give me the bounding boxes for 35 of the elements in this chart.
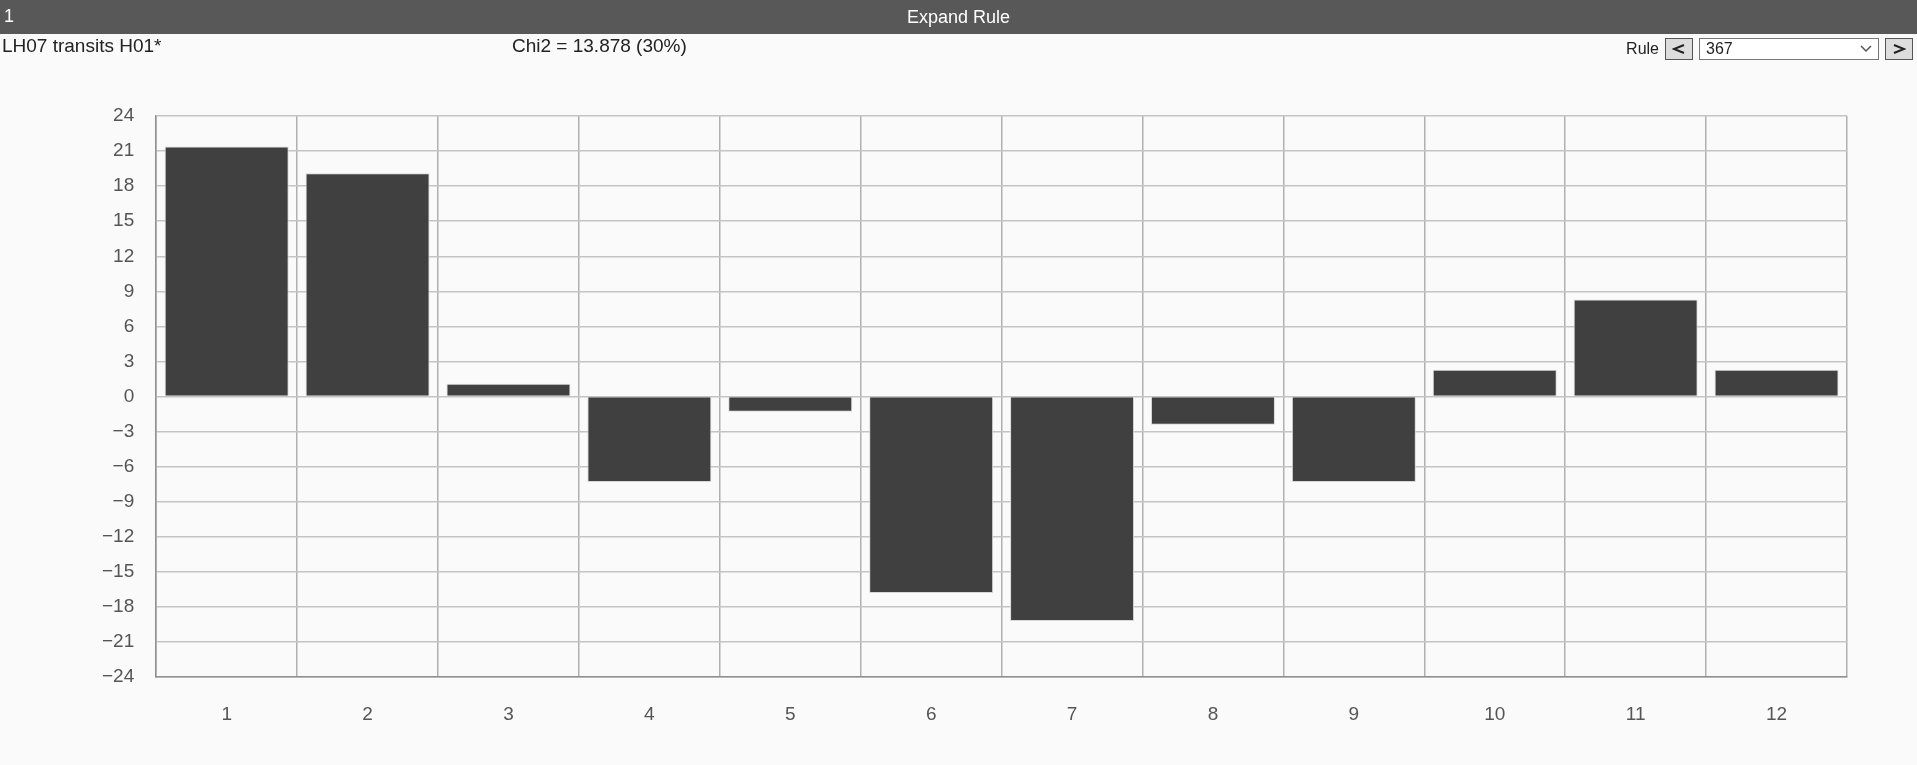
y-tick-label: 24 bbox=[113, 104, 135, 126]
x-tick-label: 7 bbox=[1066, 702, 1078, 724]
x-tick-label: 10 bbox=[1484, 702, 1506, 724]
y-tick-label: 6 bbox=[123, 314, 135, 336]
y-tick-label: 0 bbox=[123, 384, 135, 406]
x-tick-label: 11 bbox=[1625, 702, 1646, 724]
chart-title: Expand Rule bbox=[906, 7, 1011, 27]
text: Rule bbox=[1626, 40, 1659, 58]
y-tick-label: 15 bbox=[113, 209, 135, 231]
x-tick-label: 5 bbox=[784, 702, 796, 724]
y-tick-label: −3 bbox=[112, 419, 135, 441]
chart-subtitle: LH07 transits H01* bbox=[2, 35, 162, 57]
y-tick-label: 18 bbox=[113, 174, 135, 196]
y-tick-label: 21 bbox=[113, 139, 135, 161]
text: Chi2 = 13.878 (30%) bbox=[512, 35, 687, 57]
y-tick-label: 3 bbox=[123, 349, 135, 371]
y-tick-label: −12 bbox=[102, 525, 135, 547]
x-tick-label: 9 bbox=[1348, 702, 1360, 724]
x-tick-label: 1 bbox=[221, 702, 232, 724]
y-tick-label: −24 bbox=[102, 665, 135, 687]
x-tick-label: 4 bbox=[644, 702, 656, 724]
y-tick-label: 12 bbox=[113, 244, 135, 266]
x-tick-label: 8 bbox=[1207, 702, 1219, 724]
y-tick-label: 9 bbox=[123, 279, 135, 301]
y-tick-label: −9 bbox=[112, 490, 135, 512]
x-tick-label: 6 bbox=[925, 702, 937, 724]
text: 1 bbox=[4, 6, 15, 27]
x-tick-label: 12 bbox=[1765, 702, 1788, 724]
y-tick-label: −18 bbox=[102, 595, 135, 617]
x-tick-label: 2 bbox=[362, 702, 373, 724]
text: 367 bbox=[1706, 40, 1733, 58]
x-tick-label: 3 bbox=[503, 702, 514, 724]
y-tick-label: −15 bbox=[102, 560, 135, 582]
y-tick-label: −21 bbox=[102, 630, 135, 652]
y-tick-label: −6 bbox=[112, 454, 135, 476]
